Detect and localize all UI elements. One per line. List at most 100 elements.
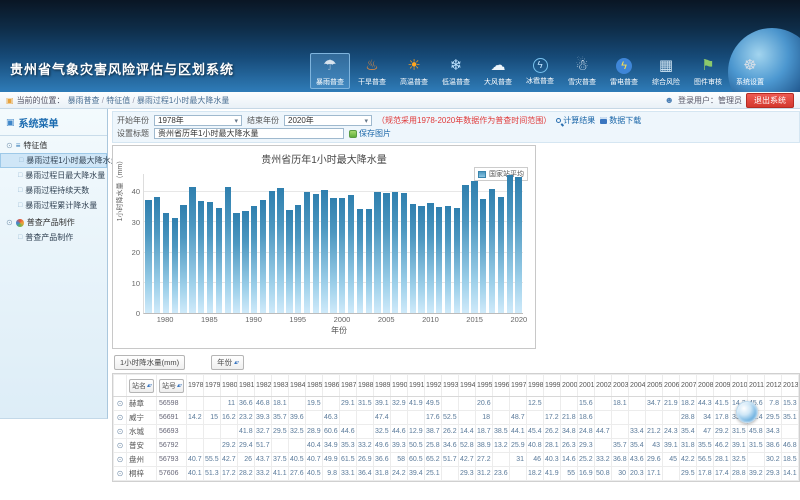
bar[interactable]	[347, 174, 356, 313]
bar[interactable]	[488, 174, 497, 313]
toolbar-item-rainstorm[interactable]: ☂ 暴雨普查	[310, 53, 350, 89]
sidebar: ▣ 系统菜单 ⊙ ≡ 特征值 □ 暴雨过程1小时最大降水量 □ 暴雨过程日最大降水量 □ 暴雨过…	[0, 109, 119, 419]
toolbar-item-label: 大风普查	[484, 79, 512, 86]
bar[interactable]	[188, 174, 197, 313]
bar[interactable]	[215, 174, 224, 313]
bar[interactable]	[356, 174, 365, 313]
bar[interactable]	[153, 174, 162, 313]
start-year-value: 1978年	[158, 116, 184, 125]
bar[interactable]	[470, 174, 479, 313]
bar[interactable]	[435, 174, 444, 313]
x-tick-label: 2020	[510, 315, 528, 324]
end-year-select[interactable]: 2020年 ▾	[284, 115, 372, 126]
bar[interactable]	[223, 174, 232, 313]
bar[interactable]	[364, 174, 373, 313]
row-expand-icon[interactable]: ⊙	[113, 396, 127, 411]
row-expand-icon[interactable]: ⊙	[113, 452, 127, 467]
download-button[interactable]: 数据下载	[600, 115, 641, 126]
unit-filter-box[interactable]: 1小时降水量(mm)	[114, 355, 186, 370]
bar[interactable]	[408, 174, 417, 313]
value-cell	[492, 452, 510, 467]
bar[interactable]	[259, 174, 268, 313]
value-cell: 21.9	[662, 396, 680, 411]
bar[interactable]	[417, 174, 426, 313]
bar[interactable]	[197, 174, 206, 313]
toolbar-item-settings[interactable]: ☸ 系统设置	[730, 53, 770, 89]
bar[interactable]	[250, 174, 259, 313]
bar[interactable]	[162, 174, 171, 313]
x-tick-slot: 2020	[511, 315, 528, 325]
bar[interactable]	[444, 174, 453, 313]
bar[interactable]	[276, 174, 285, 313]
floating-widget[interactable]	[736, 401, 758, 423]
bar[interactable]	[514, 174, 523, 313]
breadcrumb-item[interactable]: 特征值	[106, 95, 131, 105]
expand-toggle-icon[interactable]: ⊙	[6, 218, 13, 227]
bar[interactable]	[391, 174, 400, 313]
bar[interactable]	[382, 174, 391, 313]
toolbar-item-map-review[interactable]: ⚑ 图件审核	[688, 53, 728, 89]
value-cell: 55	[560, 466, 578, 481]
bar[interactable]	[206, 174, 215, 313]
bar[interactable]	[426, 174, 435, 313]
bar[interactable]	[232, 174, 241, 313]
expand-toggle-icon[interactable]: ⊙	[6, 141, 13, 150]
logout-button[interactable]: 退出系统	[746, 92, 794, 108]
toolbar-item-heat[interactable]: ☀ 高温普查	[394, 53, 434, 89]
bar[interactable]	[179, 174, 188, 313]
bar[interactable]	[311, 174, 320, 313]
bar[interactable]	[452, 174, 461, 313]
toolbar-item-lightning[interactable]: ϟ 雷电普查	[604, 53, 644, 89]
chart-title-input[interactable]	[154, 128, 344, 139]
table-scroll-region[interactable]: 站名 ▴▿ 站号 ▴▿ 1978 1979 1980 1981 1982 1983 1984 1985…	[112, 373, 800, 482]
breadcrumb-item[interactable]: 暴雨普查	[67, 95, 100, 105]
station-id-sort[interactable]: 站号 ▴▿	[158, 378, 185, 393]
sidebar-item[interactable]: □ 暴雨过程1小时最大降水量	[0, 153, 119, 168]
row-expand-icon[interactable]: ⊙	[113, 424, 127, 439]
bar[interactable]	[479, 174, 488, 313]
year-sort-box[interactable]: 年份 ▴▿	[211, 355, 245, 370]
bar[interactable]	[303, 174, 312, 313]
row-expand-icon[interactable]: ⊙	[113, 410, 127, 425]
bar[interactable]	[294, 174, 303, 313]
calculate-button[interactable]: 计算结果	[556, 115, 595, 126]
row-expand-icon[interactable]: ⊙	[113, 466, 127, 481]
sidebar-group-feature-values[interactable]: ⊙ ≡ 特征值	[0, 136, 107, 153]
toolbar-item-snow[interactable]: ☃ 雪灾普查	[562, 53, 602, 89]
station-name-sort[interactable]: 站名 ▴▿	[128, 378, 155, 393]
bar[interactable]	[400, 174, 409, 313]
bar[interactable]	[329, 174, 338, 313]
value-cell: 28.1	[543, 438, 561, 453]
sidebar-item[interactable]: □ 暴雨过程累计降水量	[0, 198, 107, 213]
year-column-header: 1991	[407, 374, 425, 397]
value-cell	[186, 438, 204, 453]
toolbar-item-wind[interactable]: ☁ 大风普查	[478, 53, 518, 89]
bar[interactable]	[373, 174, 382, 313]
value-cell: 29.6	[645, 452, 663, 467]
toolbar-item-drought[interactable]: ♨ 干旱普查	[352, 53, 392, 89]
bar[interactable]	[267, 174, 276, 313]
value-cell	[747, 452, 765, 467]
bar[interactable]	[285, 174, 294, 313]
value-cell	[594, 438, 612, 453]
row-expand-icon[interactable]: ⊙	[113, 438, 127, 453]
bar[interactable]	[170, 174, 179, 313]
toolbar-item-lowtemp[interactable]: ❄ 低温普查	[436, 53, 476, 89]
start-year-select[interactable]: 1978年 ▾	[154, 115, 242, 126]
bar[interactable]	[461, 174, 470, 313]
breadcrumb-item[interactable]: 暴雨过程1小时最大降水量	[136, 95, 230, 105]
bar[interactable]	[144, 174, 153, 313]
toolbar-item-hail[interactable]: ϟ 冰雹普查	[520, 53, 560, 89]
sidebar-item[interactable]: □ 普查产品制作	[0, 230, 107, 245]
save-image-button[interactable]: 保存图片	[349, 128, 391, 139]
toolbar-item-risk[interactable]: ▦ 综合风险	[646, 53, 686, 89]
bar[interactable]	[497, 174, 506, 313]
sidebar-item[interactable]: □ 暴雨过程日最大降水量	[0, 168, 107, 183]
bar[interactable]	[320, 174, 329, 313]
value-cell: 17.2	[543, 410, 561, 425]
bar[interactable]	[241, 174, 250, 313]
bar[interactable]	[338, 174, 347, 313]
sidebar-group-product-making[interactable]: ⊙ 普查产品制作	[0, 213, 107, 230]
sidebar-item[interactable]: □ 暴雨过程持续天数	[0, 183, 107, 198]
bar[interactable]	[505, 174, 514, 313]
